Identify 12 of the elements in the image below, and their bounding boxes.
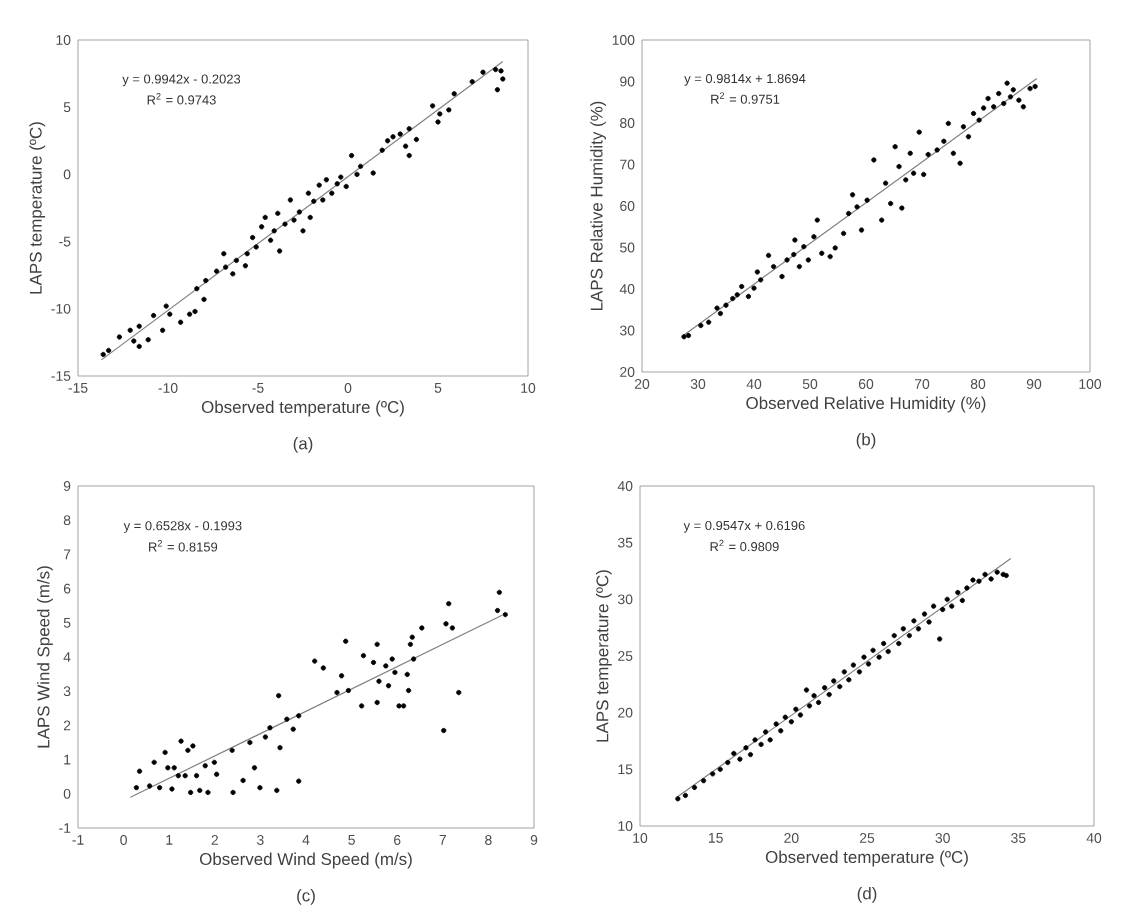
x-axis-title: Observed temperature (ºC) xyxy=(765,850,968,867)
y-axis-title: LAPS temperature (ºC) xyxy=(595,570,612,742)
x-axis-title: Observed Wind Speed (m/s) xyxy=(199,852,412,869)
text: (a) xyxy=(293,437,313,453)
y-axis-title: LAPS Relative Humidity (%) xyxy=(590,101,606,311)
text: (b) xyxy=(856,433,876,449)
text: (c) xyxy=(297,889,315,905)
text: (d) xyxy=(857,887,877,903)
x-axis-title: Observed Relative Humidity (%) xyxy=(746,396,986,413)
y-axis-title: LAPS temperature (ºC) xyxy=(29,122,46,294)
x-axis-title: Observed temperature (ºC) xyxy=(201,400,404,417)
y-axis-title: LAPS Wind Speed (m/s) xyxy=(37,566,53,748)
